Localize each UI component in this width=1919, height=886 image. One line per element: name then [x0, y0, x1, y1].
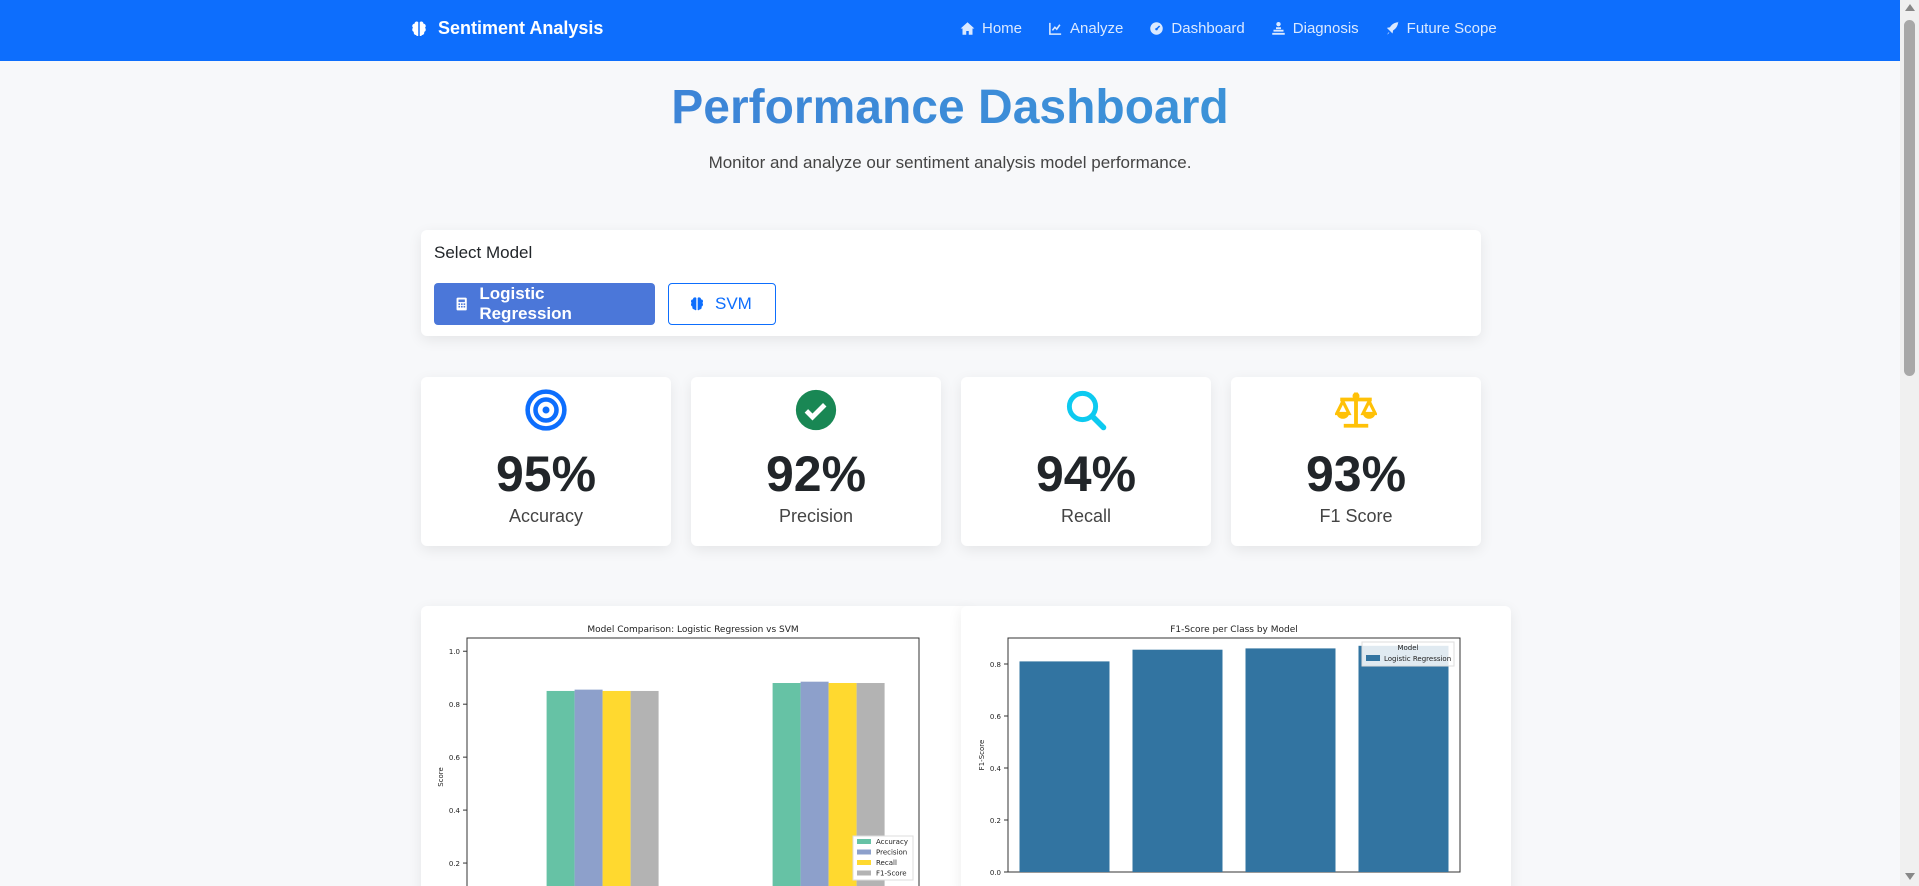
bar-accuracy [772, 683, 801, 886]
search-icon [1066, 390, 1107, 431]
metric-recall-value: 94% [1035, 446, 1137, 502]
bar-precision [800, 681, 829, 886]
metric-f1-label: F1 Score [1319, 506, 1393, 526]
legend-swatch [1366, 655, 1380, 661]
y-tick-label: 1.0 [449, 648, 460, 656]
chart-line-icon [1049, 22, 1062, 35]
y-axis-label: F1-Score [978, 740, 986, 771]
plot-frame [466, 637, 920, 886]
f1-per-class-chart-card: F1-Score per Class by Model 0.0 0.2 0.4 0.6 0… [961, 606, 1511, 886]
bar-f1-class [1245, 648, 1336, 872]
legend-swatch [857, 849, 871, 855]
scroll-down-arrow-icon[interactable] [1905, 873, 1915, 880]
metric-recall-card: 94% Recall [961, 377, 1211, 546]
y-tick-label: 0.0 [990, 869, 1001, 877]
bar-accuracy [546, 690, 575, 886]
metric-f1-card: 93% F1 Score [1231, 377, 1481, 546]
y-axis-label: Score [437, 767, 445, 787]
metric-precision-card: 92% Precision [691, 377, 941, 546]
legend-box [1361, 641, 1455, 667]
bar-recall [602, 690, 631, 886]
nav-diagnosis-label: Diagnosis [1292, 20, 1359, 37]
gauge-icon [1150, 22, 1164, 35]
bar-f1-class [1132, 649, 1223, 872]
target-icon [525, 389, 567, 431]
legend-swatch [857, 839, 871, 844]
nav-analyze[interactable]: Analyze [1048, 20, 1123, 37]
page-title: Performance Dashboard [0, 80, 1900, 135]
calculator-icon [456, 297, 467, 311]
y-tick-label: 0.2 [990, 817, 1001, 825]
nav-home[interactable]: Home [960, 20, 1022, 37]
legend-entry: Accuracy [876, 838, 908, 846]
legend-entry: Logistic Regression [1384, 655, 1451, 663]
scroll-thumb[interactable] [1904, 20, 1915, 376]
bar-precision [574, 689, 603, 886]
model-comparison-chart-card: Model Comparison: Logistic Regression vs… [421, 606, 971, 886]
nav-menu: Home Analyze Dashboard Diagnosis Future … [960, 20, 1497, 37]
metric-accuracy-card: 95% Accuracy [421, 377, 671, 546]
scroll-up-arrow-icon[interactable] [1905, 4, 1915, 11]
svm-button[interactable]: SVM [668, 283, 776, 325]
nav-dashboard[interactable]: Dashboard [1149, 20, 1245, 37]
chart-title: Model Comparison: Logistic Regression vs… [587, 625, 798, 635]
navbar: Sentiment Analysis Home Analyze Dashboar… [0, 0, 1900, 61]
y-tick-label: 0.4 [990, 765, 1002, 773]
nav-future-scope[interactable]: Future Scope [1385, 20, 1497, 37]
bar-recall [828, 683, 857, 886]
nav-home-label: Home [982, 20, 1023, 37]
check-circle-icon [795, 389, 837, 431]
legend-title: Model [1397, 644, 1418, 652]
scrollbar[interactable] [1900, 0, 1919, 886]
nav-diagnosis[interactable]: Diagnosis [1271, 20, 1359, 37]
home-icon [960, 22, 975, 35]
brand[interactable]: Sentiment Analysis [410, 18, 603, 39]
y-tick-label: 0.8 [449, 701, 460, 709]
f1-per-class-chart: F1-Score per Class by Model 0.0 0.2 0.4 0.6 0… [978, 625, 1461, 877]
legend-swatch [857, 860, 871, 865]
metric-precision-label: Precision [778, 506, 854, 526]
y-tick-label: 0.4 [449, 807, 461, 815]
diagnosis-icon [1272, 21, 1285, 35]
brand-label: Sentiment Analysis [438, 18, 604, 38]
legend-entry: F1-Score [876, 870, 907, 878]
model-select-card: Select Model Logistic Regression SVM [421, 230, 1481, 336]
bar-f1-score [630, 690, 659, 886]
nav-future-scope-label: Future Scope [1406, 20, 1497, 37]
y-tick-label: 0.8 [990, 661, 1001, 669]
nav-analyze-label: Analyze [1070, 20, 1124, 37]
page-subtitle: Monitor and analyze our sentiment analys… [708, 153, 1192, 172]
nav-dashboard-label: Dashboard [1171, 20, 1245, 37]
bar-f1-class [1019, 661, 1110, 872]
y-tick-label: 0.2 [449, 860, 460, 868]
metric-f1-value: 93% [1305, 446, 1407, 502]
plot-frame [1007, 637, 1461, 873]
bar-f1-class [1358, 645, 1449, 872]
logistic-regression-button[interactable]: Logistic Regression [434, 283, 655, 325]
metric-precision-value: 92% [765, 446, 867, 502]
balance-scale-icon [1335, 392, 1377, 428]
y-tick-label: 0.6 [990, 713, 1002, 721]
logistic-regression-label: Logistic Regression [479, 284, 572, 323]
chart-title: F1-Score per Class by Model [1170, 625, 1298, 635]
model-comparison-chart: Model Comparison: Logistic Regression vs… [437, 625, 920, 886]
legend-swatch [857, 870, 871, 876]
legend-entry: Recall [876, 859, 897, 867]
model-select-label: Select Model [434, 243, 533, 262]
metric-accuracy-label: Accuracy [508, 506, 584, 526]
metric-recall-label: Recall [1060, 506, 1112, 526]
rocket-icon [1386, 21, 1399, 35]
svm-label: SVM [715, 294, 752, 313]
brain-icon [412, 20, 426, 36]
brain-icon [690, 297, 704, 311]
metric-accuracy-value: 95% [495, 446, 597, 502]
y-tick-label: 0.6 [449, 754, 461, 762]
legend-entry: Precision [876, 849, 907, 857]
